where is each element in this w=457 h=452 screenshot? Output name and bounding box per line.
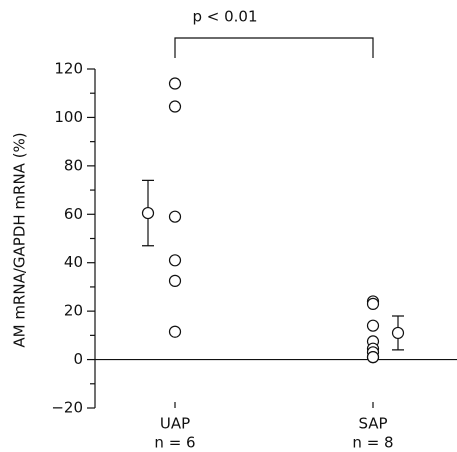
significance-bracket — [174, 37, 374, 58]
y-tick-label: 100 — [54, 108, 83, 126]
data-point — [366, 351, 380, 364]
data-point — [168, 325, 182, 338]
data-point — [168, 77, 182, 90]
mean-marker — [391, 326, 405, 340]
y-tick-label: 60 — [64, 205, 83, 223]
y-tick-label: 120 — [54, 60, 83, 78]
x-tick-label: SAP — [358, 415, 387, 433]
y-tick-label: 20 — [64, 302, 83, 320]
y-tick-label: 40 — [64, 253, 83, 271]
y-tick-label: 0 — [73, 350, 83, 368]
x-tick-label: UAP — [160, 415, 190, 433]
significance-label: p < 0.01 — [192, 8, 257, 26]
data-point — [168, 254, 182, 267]
x-tick-note: n = 8 — [352, 434, 393, 452]
y-tick-label: −20 — [51, 399, 83, 417]
y-axis-label: AM mRNA/GAPDH mRNA (%) — [11, 132, 29, 347]
data-point — [366, 297, 380, 310]
x-tick-note: n = 6 — [154, 434, 195, 452]
data-point — [366, 319, 380, 332]
data-point — [168, 210, 182, 223]
data-point — [168, 274, 182, 287]
y-tick-label: 80 — [64, 156, 83, 174]
mean-marker — [141, 206, 155, 220]
data-point — [168, 100, 182, 113]
